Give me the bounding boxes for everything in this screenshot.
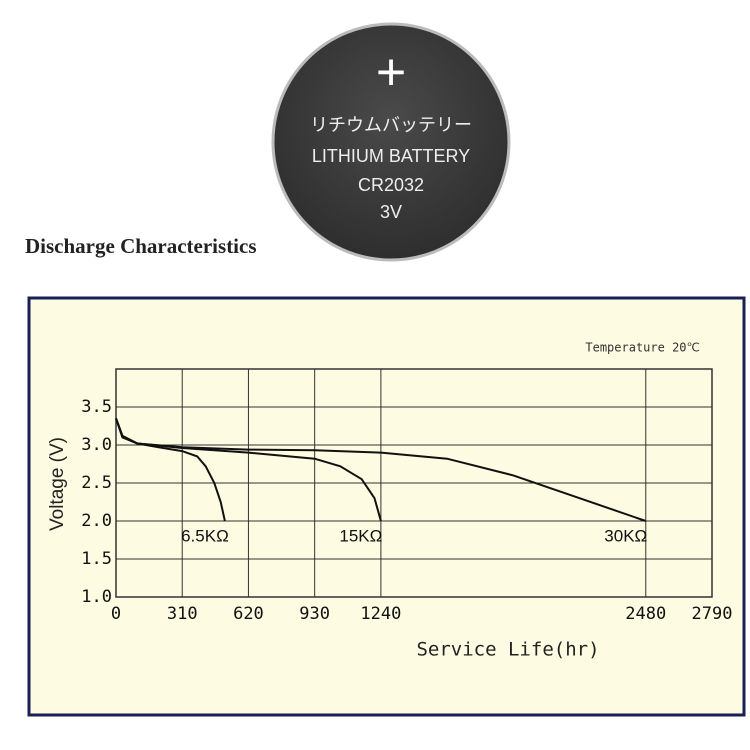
curve-label: 15KΩ (339, 526, 382, 545)
y-tick-label: 2.5 (81, 473, 112, 493)
curve-label: 30KΩ (604, 526, 647, 545)
x-axis-title: Service Life(hr) (416, 639, 599, 661)
battery-text: リチウムバッテリー (310, 115, 472, 135)
y-tick-label: 2.0 (81, 511, 112, 531)
x-tick-label: 930 (299, 604, 330, 624)
x-tick-label: 2480 (625, 604, 666, 624)
x-tick-label: 1240 (360, 604, 401, 624)
y-tick-label: 1.5 (81, 549, 112, 569)
x-tick-label: 620 (233, 604, 264, 624)
y-tick-label: 3.5 (81, 397, 112, 417)
y-tick-label: 3.0 (81, 435, 112, 455)
x-tick-label: 2790 (692, 604, 733, 624)
plot: 1.0 1.5 2.0 2.5 3.0 3.5 0 310 620 930 1240 2480 2790… (81, 368, 733, 624)
chart-frame (27, 296, 746, 717)
battery-text: LITHIUM BATTERY (312, 146, 470, 166)
curve (115, 418, 647, 522)
x-tick-label: 310 (167, 604, 198, 624)
y-axis-title: Voltage (V) (47, 437, 68, 531)
battery-text: CR2032 (358, 175, 424, 195)
battery-text: 3V (380, 202, 402, 222)
heading: Discharge Characteristics (25, 234, 257, 258)
curve-label: 6.5KΩ (181, 526, 229, 545)
x-tick-label: 0 (111, 604, 121, 624)
annotation: Temperature 20℃ (585, 341, 700, 355)
battery (271, 22, 511, 262)
battery-symbol: + (376, 44, 406, 102)
y-tick-label: 1.0 (81, 587, 112, 607)
